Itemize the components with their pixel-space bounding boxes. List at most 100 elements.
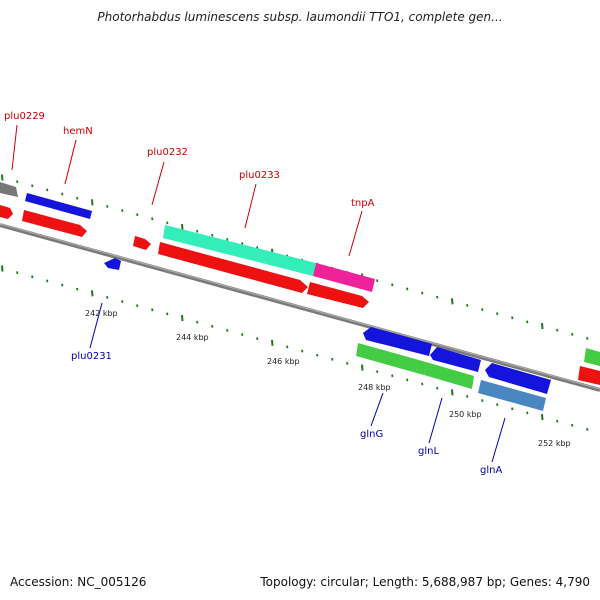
inner-tick-minor (136, 304, 139, 308)
inner-tick-major (451, 389, 454, 396)
label-lines (11, 124, 506, 463)
outer-tick-minor (166, 221, 169, 225)
inner-tick-minor (106, 295, 109, 299)
accession-text: Accession: NC_005126 (10, 575, 147, 589)
inner-tick-minor (496, 403, 499, 407)
gene-plu0229-gray (0, 182, 18, 197)
gene-glnL (424, 362, 474, 389)
outer-tick-minor (481, 308, 484, 311)
inner-tick-minor (226, 328, 229, 332)
inner-tick-minor (166, 312, 169, 316)
inner-tick-major (361, 364, 364, 371)
gene-hemN (25, 193, 92, 219)
inner-tick-minor (346, 361, 349, 365)
outer-tick-minor (241, 242, 244, 245)
scale-label-242: 242 kbp (85, 309, 118, 318)
inner-tick-minor (196, 320, 199, 324)
gene-plu0229-red (0, 205, 13, 219)
outer-tick-minor (76, 196, 79, 200)
outer-tick-minor (586, 336, 589, 340)
outer-tick-minor (106, 204, 109, 208)
inner-tick-minor (46, 279, 49, 283)
inner-tick-minor (376, 370, 379, 374)
line-tnpA (348, 210, 363, 257)
gene-labels: plu0229 hemN plu0232 plu0233 tnpA plu023… (4, 111, 502, 476)
outer-tick-major (181, 223, 184, 231)
outer-tick-minor (376, 279, 379, 283)
label-plu0233: plu0233 (239, 170, 280, 181)
scale-label-246: 246 kbp (267, 357, 300, 366)
inner-tick-major (541, 413, 544, 421)
line-plu0231 (89, 302, 103, 349)
label-plu0229: plu0229 (4, 111, 45, 122)
line-plu0233 (244, 183, 257, 229)
gene-tnpA (313, 263, 375, 292)
inner-tick-major (1, 265, 4, 272)
outer-tick-minor (61, 192, 64, 196)
outer-tick-minor (556, 328, 559, 332)
scale-label-248: 248 kbp (358, 383, 391, 392)
gene-small-blue (104, 258, 121, 270)
outer-tick-minor (496, 312, 499, 316)
outer-tick-major (1, 174, 4, 181)
inner-tick-minor (511, 407, 514, 411)
label-glnG: glnG (360, 429, 383, 440)
outer-tick-minor (136, 213, 139, 217)
inner-tick-minor (556, 419, 559, 423)
genome-backbone (0, 223, 600, 392)
inner-tick-minor (211, 324, 214, 328)
outer-tick-minor (31, 184, 34, 188)
inner-tick-minor (406, 378, 409, 382)
forward-genes (0, 182, 375, 308)
outer-tick-minor (466, 303, 469, 307)
inner-tick-minor (571, 423, 574, 427)
inner-tick-minor (466, 394, 469, 398)
inner-tick-major (91, 290, 94, 297)
inner-tick-minor (76, 287, 79, 291)
inner-tick-major (271, 339, 274, 346)
inner-tick-minor (61, 283, 64, 287)
inner-tick-minor (316, 353, 319, 357)
label-glnL: glnL (418, 446, 439, 457)
outer-tick-minor (196, 229, 199, 233)
genome-backbone-highlight (0, 223, 600, 390)
outer-tick-minor (511, 316, 514, 320)
gene-glnG (356, 343, 426, 375)
line-hemN (64, 139, 77, 185)
gene-small-red (133, 236, 151, 250)
label-tnpA: tnpA (351, 198, 375, 209)
line-plu0229 (11, 124, 18, 171)
inner-tick-minor (151, 308, 154, 312)
label-hemN: hemN (63, 126, 93, 137)
outer-tick-minor (421, 291, 424, 295)
label-plu0231: plu0231 (71, 351, 112, 362)
reverse-genes (356, 327, 600, 411)
outer-tick-minor (46, 188, 49, 192)
gene-plu0232 (22, 210, 87, 237)
line-glnG (370, 392, 384, 427)
outer-tick-minor (226, 237, 229, 241)
line-glnL (428, 397, 443, 444)
line-glnA (491, 417, 506, 463)
gene-glnG-blue (363, 327, 432, 356)
inner-tick-minor (421, 382, 424, 386)
inner-tick-minor (586, 427, 589, 431)
inner-tick-minor (331, 357, 334, 361)
gene-edge-red (578, 366, 600, 385)
gene-glnL-blue (430, 347, 481, 372)
line-plu0232 (151, 161, 165, 206)
scale-labels: 242 kbp 244 kbp 246 kbp 248 kbp 250 kbp … (85, 309, 571, 448)
gene-glnA (478, 380, 546, 411)
inner-tick-minor (16, 271, 19, 275)
inner-tick-minor (256, 337, 259, 341)
gene-plu0233-red (158, 242, 308, 293)
scale-label-250: 250 kbp (449, 410, 482, 419)
gene-plu0233-teal (163, 225, 316, 276)
map-title: Photorhabdus luminescens subsp. laumondi… (97, 10, 503, 24)
outer-tick-minor (121, 209, 124, 212)
label-glnA: glnA (480, 465, 502, 476)
outer-tick-minor (571, 332, 574, 336)
inner-tick-minor (481, 399, 484, 402)
label-plu0232: plu0232 (147, 147, 188, 158)
outer-tick-major (451, 298, 454, 305)
